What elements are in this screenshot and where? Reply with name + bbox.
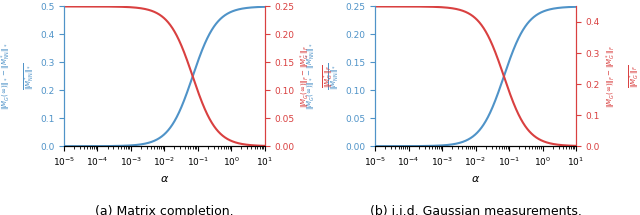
Y-axis label: $\|M_G(\infty)\|_* - \|M_{\rm NN}^*\|_*$
$\overline{\|M_{\rm NN}^*\|_*}$: $\|M_G(\infty)\|_* - \|M_{\rm NN}^*\|_*$… [305, 43, 341, 110]
Y-axis label: $\|M_G(\infty)\|_F - \|M_G^*\|_F$
$\overline{\|M_G^*\|_F}$: $\|M_G(\infty)\|_F - \|M_G^*\|_F$ $\over… [604, 45, 640, 108]
Text: (b) i.i.d. Gaussian measurements.: (b) i.i.d. Gaussian measurements. [370, 205, 582, 215]
Text: (a) Matrix completion.: (a) Matrix completion. [95, 205, 234, 215]
Y-axis label: $\|M_G(\infty)\|_F - \|M_G^*\|_F$
$\overline{\|M_G^*\|_F}$: $\|M_G(\infty)\|_F - \|M_G^*\|_F$ $\over… [299, 45, 335, 108]
Y-axis label: $\|M_G(\infty)\|_* - \|M_{\rm NN}^*\|_*$
$\overline{\|M_{\rm NN}^*\|_*}$: $\|M_G(\infty)\|_* - \|M_{\rm NN}^*\|_*$… [0, 43, 36, 110]
X-axis label: $\alpha$: $\alpha$ [160, 174, 169, 184]
X-axis label: $\alpha$: $\alpha$ [471, 174, 480, 184]
